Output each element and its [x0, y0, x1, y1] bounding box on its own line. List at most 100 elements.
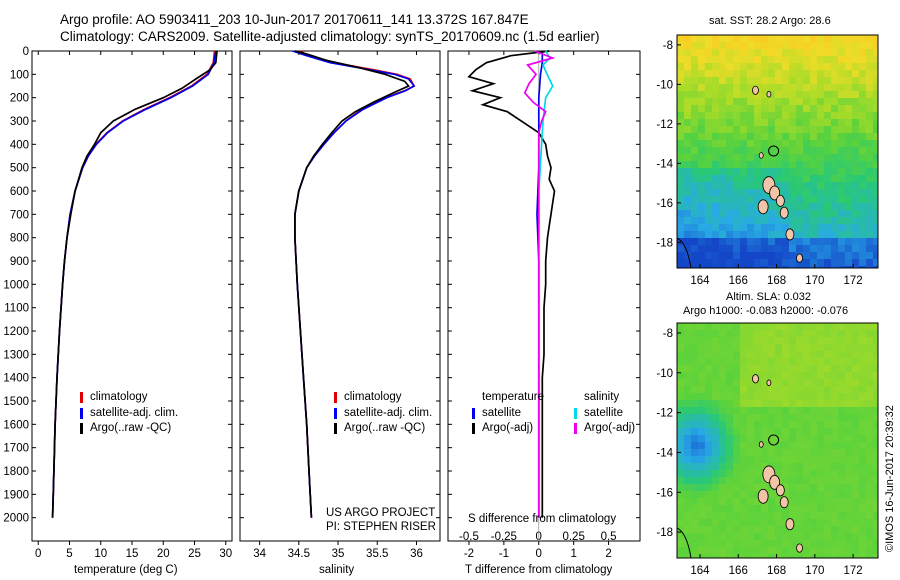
depth-tick-label: 1400 — [3, 373, 29, 385]
x-tick-label: 35.5 — [366, 548, 388, 560]
x-tick-label: 30 — [219, 548, 232, 560]
depth-tick-label: 1700 — [3, 443, 29, 455]
lon-tick-label: 164 — [690, 565, 710, 577]
x-tick-label: 1 — [570, 548, 576, 560]
depth-tick-label: 800 — [10, 233, 29, 245]
depth-tick-label: 1900 — [3, 489, 29, 501]
s-diff-tick-label: 0.5 — [601, 531, 617, 543]
s-diff-tick-label: -0.5 — [459, 531, 479, 543]
temperature-legend: climatology satellite-adj. clim. Argo(..… — [80, 390, 178, 437]
island — [758, 152, 764, 159]
sst-map-frame — [676, 34, 879, 269]
lat-tick-label: -16 — [656, 198, 673, 210]
legend-swatch-red — [334, 392, 337, 403]
island — [766, 91, 772, 98]
x-tick-label: 0 — [536, 548, 542, 560]
sla-map: 164 166 168 170 172 -8 -10 -12 -14 -16 -18 — [656, 322, 879, 577]
temperature-panel: 0 5 10 15 20 25 300100200300400500600700800900… — [3, 46, 233, 560]
project-credit: US ARGO PROJECT PI: STEPHEN RISER — [326, 506, 436, 534]
lat-tick-label: -10 — [656, 79, 673, 91]
island — [796, 543, 803, 553]
legend-item-temp-argo: Argo(-adj) — [472, 421, 544, 437]
legend-swatch-black — [334, 423, 337, 434]
x-tick-label: 34.5 — [288, 548, 310, 560]
depth-tick-label: 200 — [10, 93, 29, 105]
legend-item-sal-argo: Argo(-adj) — [574, 421, 635, 437]
lat-tick-label: -14 — [656, 447, 673, 459]
x-tick-label: 2 — [605, 548, 611, 560]
island — [766, 379, 772, 386]
depth-tick-label: 400 — [10, 139, 29, 151]
legend-header-temperature: temperature — [482, 391, 545, 403]
island — [752, 374, 759, 384]
lon-tick-label: 170 — [805, 275, 824, 287]
imos-timestamp: ©IMOS 16-Jun-2017 20:39:32 — [884, 405, 896, 552]
x-tick-label: 20 — [157, 548, 170, 560]
lat-tick-label: -8 — [663, 328, 673, 340]
lat-tick-label: -12 — [656, 408, 673, 420]
island — [752, 85, 759, 95]
salinity-diff-legend: salinity satellite Argo(-adj) — [574, 390, 635, 437]
profile-location-marker — [768, 434, 780, 446]
temperature-diff-legend: temperature satellite Argo(-adj) — [472, 390, 544, 437]
island — [785, 518, 795, 531]
legend-swatch-magenta — [574, 423, 577, 434]
depth-tick-label: 0 — [23, 46, 29, 58]
series-line-satellite-adj--clim- — [51, 50, 217, 518]
legend-item-sal-satellite: satellite — [574, 406, 635, 422]
lon-tick-label: 172 — [844, 275, 863, 287]
climatology-title: Climatology: CARS2009. Satellite-adjuste… — [60, 29, 600, 44]
depth-tick-label: 1000 — [3, 279, 29, 291]
x-tick-label: 0 — [35, 548, 41, 560]
legend-swatch-cyan — [574, 407, 577, 419]
legend-item-satellite-adj: satellite-adj. clim. — [334, 406, 432, 422]
profile-location-marker — [768, 145, 780, 157]
lat-tick-label: -10 — [656, 368, 673, 380]
s-diff-tick-label: 0.25 — [562, 531, 584, 543]
temperature-axis-label: temperature (deg C) — [74, 564, 178, 576]
sla-map-frame — [676, 322, 879, 559]
sst-map-title: sat. SST: 28.2 Argo: 28.6 — [709, 15, 831, 27]
island — [785, 228, 795, 241]
lon-tick-label: 166 — [729, 275, 748, 287]
depth-tick-label: 1500 — [3, 396, 29, 408]
series-line-salinity-argo--adj- — [523, 50, 556, 518]
legend-swatch-blue — [80, 407, 83, 419]
depth-tick-label: 1100 — [4, 303, 29, 315]
sla-map-title-1: Altim. SLA: 0.032 — [726, 291, 811, 303]
depth-tick-label: 300 — [10, 116, 29, 128]
series-line-argo---raw--qc- — [51, 50, 218, 518]
depth-tick-label: 700 — [10, 209, 29, 221]
island — [769, 474, 781, 490]
lon-tick-label: 170 — [805, 565, 824, 577]
x-tick-label: 5 — [66, 548, 72, 560]
salinity-legend: climatology satellite-adj. clim. Argo(..… — [334, 390, 432, 437]
island — [775, 194, 785, 207]
lon-tick-label: 172 — [844, 565, 863, 577]
depth-tick-label: 100 — [10, 69, 29, 81]
coastline — [677, 237, 692, 268]
t-difference-axis-label: T difference from climatology — [465, 564, 613, 576]
x-tick-label: 15 — [126, 548, 139, 560]
island — [757, 199, 769, 215]
x-tick-label: 35 — [332, 548, 345, 560]
depth-tick-label: 900 — [10, 256, 29, 268]
island — [779, 496, 789, 509]
legend-swatch-black — [472, 423, 475, 434]
coastline — [677, 527, 692, 558]
x-tick-label: 25 — [188, 548, 201, 560]
legend-item-climatology: climatology — [334, 390, 432, 406]
depth-tick-label: 1300 — [3, 349, 29, 361]
depth-tick-label: 600 — [10, 186, 29, 198]
sst-map-field — [677, 35, 878, 268]
legend-swatch-black — [80, 423, 83, 434]
depth-tick-label: 1200 — [3, 326, 29, 338]
lon-tick-label: 168 — [767, 275, 786, 287]
x-tick-label: 34 — [253, 548, 266, 560]
series-line-climatology — [294, 50, 416, 518]
lat-tick-label: -12 — [656, 119, 673, 131]
x-tick-label: -2 — [464, 548, 474, 560]
lat-tick-label: -8 — [663, 40, 673, 52]
depth-tick-label: 1800 — [3, 466, 29, 478]
